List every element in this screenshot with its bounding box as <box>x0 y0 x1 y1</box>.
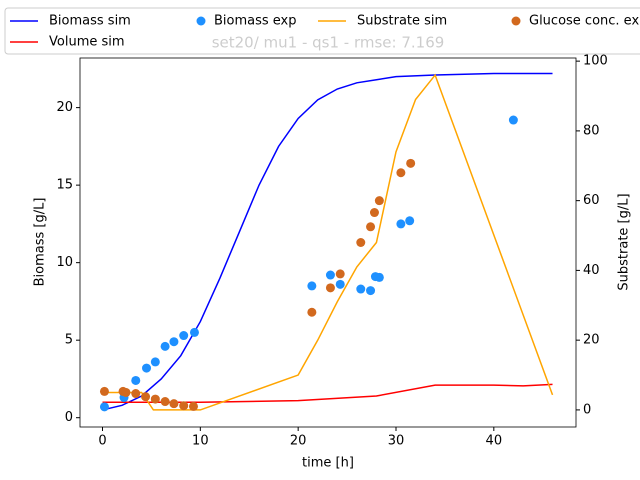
x-tick-label: 0 <box>98 434 106 449</box>
data-point <box>374 196 384 206</box>
y-axis-label: Biomass [g/L] <box>33 198 48 287</box>
x-tick-label: 20 <box>290 434 307 449</box>
data-point <box>121 387 131 397</box>
legend-marker <box>511 16 521 26</box>
data-point <box>160 341 170 351</box>
legend-marker <box>196 16 206 26</box>
y-tick-label: 15 <box>56 178 73 193</box>
data-point <box>179 331 189 341</box>
data-point <box>169 337 179 347</box>
x-tick-label: 10 <box>192 434 209 449</box>
legend-label: Substrate sim <box>357 14 447 29</box>
data-point <box>374 272 384 282</box>
y2-tick-label: 40 <box>583 263 600 278</box>
y-tick-label: 5 <box>65 333 73 348</box>
data-point <box>189 327 199 337</box>
data-point <box>396 168 406 178</box>
data-point <box>142 363 152 373</box>
data-point <box>405 216 415 226</box>
data-point <box>131 375 141 385</box>
x-tick-label: 40 <box>486 434 503 449</box>
legend <box>4 7 640 55</box>
legend-label: Biomass sim <box>49 14 131 29</box>
x-axis-label: time [h] <box>302 456 354 471</box>
data-point <box>160 397 170 407</box>
legend-label: Glucose conc. exp <box>529 14 640 29</box>
y2-tick-label: 20 <box>583 333 600 348</box>
series-line <box>102 73 554 411</box>
data-point <box>335 269 345 279</box>
data-point <box>369 208 379 218</box>
data-point <box>356 238 366 247</box>
data-point <box>150 394 160 404</box>
y2-tick-label: 0 <box>583 402 591 417</box>
data-point <box>366 286 376 296</box>
y2-tick-label: 80 <box>583 123 600 138</box>
data-point <box>406 158 416 168</box>
data-point <box>141 392 151 402</box>
data-point <box>366 222 376 232</box>
y-tick-label: 10 <box>56 255 73 270</box>
y2-tick-label: 60 <box>583 193 600 208</box>
data-point <box>179 401 189 411</box>
data-point <box>356 284 366 294</box>
data-point <box>99 386 109 396</box>
data-point <box>325 283 335 293</box>
legend-label: Volume sim <box>49 35 125 50</box>
series-line <box>102 72 553 411</box>
data-point <box>169 399 179 409</box>
x-tick-label: 30 <box>388 434 405 449</box>
y-tick-label: 0 <box>65 410 73 425</box>
data-point <box>307 281 317 291</box>
data-point <box>335 279 345 289</box>
legend-label: Biomass exp <box>214 14 297 29</box>
data-point <box>188 401 198 411</box>
data-point <box>325 270 335 280</box>
data-point <box>307 307 317 317</box>
y2-tick-label: 100 <box>583 54 608 69</box>
data-point <box>396 219 406 229</box>
y2-axis-label: Substrate [g/L] <box>617 193 632 290</box>
data-point <box>99 402 109 412</box>
data-point <box>131 389 141 399</box>
plot-frame <box>79 57 577 428</box>
y-tick-label: 20 <box>56 100 73 115</box>
series-line <box>102 383 553 403</box>
data-point <box>150 357 160 367</box>
data-point <box>508 115 518 125</box>
